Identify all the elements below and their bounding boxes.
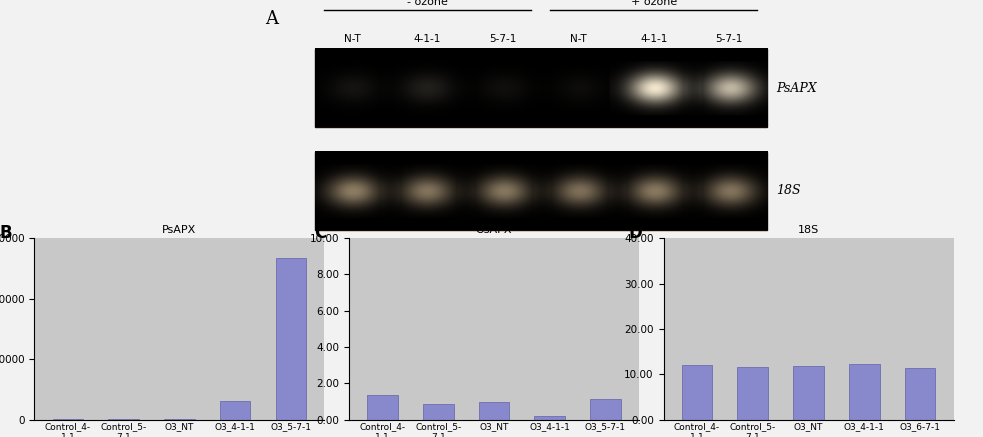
Bar: [681, 365, 713, 420]
Text: 5-7-1: 5-7-1: [716, 34, 743, 44]
Bar: [315, 49, 767, 127]
Bar: [479, 402, 509, 420]
Bar: [220, 401, 251, 420]
Bar: [367, 395, 398, 420]
Bar: [315, 152, 767, 230]
Bar: [849, 364, 880, 420]
Bar: [535, 416, 565, 420]
Title: OsAPX: OsAPX: [476, 225, 512, 235]
Text: + ozone: + ozone: [630, 0, 677, 7]
Text: PsAPX: PsAPX: [777, 82, 817, 94]
Title: 18S: 18S: [798, 225, 819, 235]
Text: D: D: [629, 224, 643, 242]
Title: PsAPX: PsAPX: [162, 225, 197, 235]
Bar: [904, 368, 936, 420]
Text: C: C: [315, 224, 326, 242]
Text: 18S: 18S: [777, 184, 801, 198]
Bar: [737, 368, 768, 420]
Text: 5-7-1: 5-7-1: [490, 34, 517, 44]
Text: - ozone: - ozone: [407, 0, 448, 7]
Bar: [793, 366, 824, 420]
Text: B: B: [0, 224, 12, 242]
Text: N-T: N-T: [344, 34, 361, 44]
Text: A: A: [265, 10, 278, 28]
Bar: [590, 399, 621, 420]
Text: N-T: N-T: [570, 34, 587, 44]
Text: 4-1-1: 4-1-1: [414, 34, 441, 44]
Bar: [423, 404, 453, 420]
Text: 4-1-1: 4-1-1: [640, 34, 667, 44]
Bar: [275, 258, 307, 420]
